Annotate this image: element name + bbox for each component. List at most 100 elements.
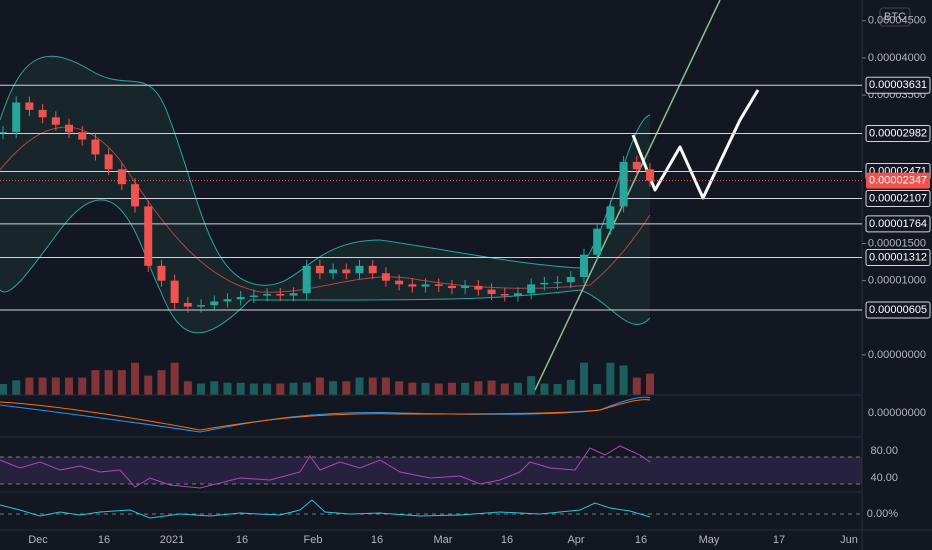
candle — [157, 265, 166, 281]
candle — [434, 284, 443, 286]
level-label-box — [865, 301, 931, 319]
volume-bar — [474, 381, 483, 395]
candle — [632, 161, 641, 170]
volume-bar — [25, 377, 34, 395]
candle — [355, 265, 364, 274]
last-price-box — [866, 172, 930, 189]
volume-bar — [315, 377, 324, 395]
level-label-box — [865, 248, 931, 266]
rsi-axis-label: 40.00 — [870, 472, 898, 484]
level-label: 0.00001764 — [869, 218, 927, 230]
oscillator-line — [0, 499, 651, 519]
x-tick-label: 16 — [98, 534, 110, 546]
volume-bar — [289, 382, 298, 395]
volume-bar — [117, 370, 126, 395]
currency[interactable]: BTC — [884, 11, 906, 23]
candle — [289, 293, 298, 296]
volume-bar — [131, 362, 140, 395]
x-tick-label: 16 — [371, 534, 383, 546]
level-label: 0.00003631 — [869, 79, 927, 91]
candle — [646, 169, 654, 181]
volume-bar — [619, 365, 628, 395]
candle — [223, 299, 232, 302]
y-tick-label: 0.00001000 — [868, 275, 926, 287]
candle — [12, 102, 21, 133]
candle — [527, 284, 536, 294]
x-tick-label: 16 — [501, 534, 513, 546]
volume-bar — [434, 383, 443, 395]
volume-bar — [381, 377, 390, 395]
volume-bar — [527, 376, 536, 395]
candle — [540, 282, 549, 285]
candle — [447, 285, 456, 289]
volume-bar — [197, 383, 206, 395]
level-label-box — [865, 215, 931, 233]
rsi-band — [0, 457, 862, 484]
macd-axis-label: 0.00000000 — [868, 407, 926, 419]
volume-bar — [593, 384, 602, 395]
level-label-box — [865, 124, 931, 142]
candle — [170, 280, 179, 303]
volume-bar — [157, 370, 166, 395]
volume-bar — [302, 382, 311, 395]
volume-bar — [329, 381, 338, 395]
volume-bar — [183, 381, 192, 395]
level-label-box — [865, 76, 931, 94]
candle — [210, 301, 219, 306]
level-label: 0.00000605 — [869, 304, 927, 316]
candle — [342, 269, 351, 274]
candle — [91, 139, 100, 155]
candle — [368, 265, 377, 274]
x-tick-label: May — [699, 534, 720, 546]
volume-bar — [553, 384, 562, 395]
candle — [395, 280, 404, 285]
candle — [513, 293, 522, 296]
volume-bar — [104, 370, 113, 395]
x-tick-label: 16 — [236, 534, 248, 546]
rsi-axis-label: 80.00 — [870, 445, 898, 457]
volume-bar — [12, 380, 21, 395]
x-tick-label: Jun — [840, 534, 858, 546]
band-fill — [0, 56, 650, 333]
signal-line — [0, 399, 651, 431]
candle — [461, 285, 470, 289]
volume-bar — [500, 383, 509, 395]
y-tick-label: 0.00004000 — [868, 52, 926, 64]
candle — [593, 228, 602, 255]
candle — [276, 294, 285, 296]
candle — [131, 184, 140, 207]
volume-bar — [355, 377, 364, 395]
volume-bar — [487, 380, 496, 395]
volume — [0, 362, 654, 395]
volume-bar — [65, 377, 74, 395]
currency-button[interactable] — [879, 7, 911, 27]
volume-bar — [170, 362, 179, 395]
volume-bar — [395, 381, 404, 395]
volume-bar — [210, 381, 219, 395]
candle — [65, 124, 74, 133]
volume-bar — [0, 384, 7, 395]
candle — [421, 284, 430, 287]
candle — [500, 294, 509, 296]
candle — [38, 109, 47, 118]
candle — [183, 302, 192, 307]
x-tick-label: 2021 — [160, 534, 184, 546]
rsi-line — [0, 445, 651, 489]
volume-bar — [236, 382, 245, 395]
y-tick-label: 0.00000000 — [868, 349, 926, 361]
x-tick-label: Dec — [28, 534, 48, 546]
candle — [619, 161, 628, 207]
volume-bar — [144, 375, 153, 395]
x-tick-label: Mar — [434, 534, 453, 546]
candle — [408, 284, 417, 287]
y-tick-label: 0.00001500 — [868, 237, 926, 249]
candle — [117, 169, 126, 185]
volume-bar — [579, 362, 588, 395]
volume-bar — [223, 382, 232, 395]
x-tick-label: 17 — [773, 534, 785, 546]
candle — [249, 295, 258, 297]
volume-bar — [461, 382, 470, 395]
level-label-box — [865, 189, 931, 207]
candle — [104, 154, 113, 170]
